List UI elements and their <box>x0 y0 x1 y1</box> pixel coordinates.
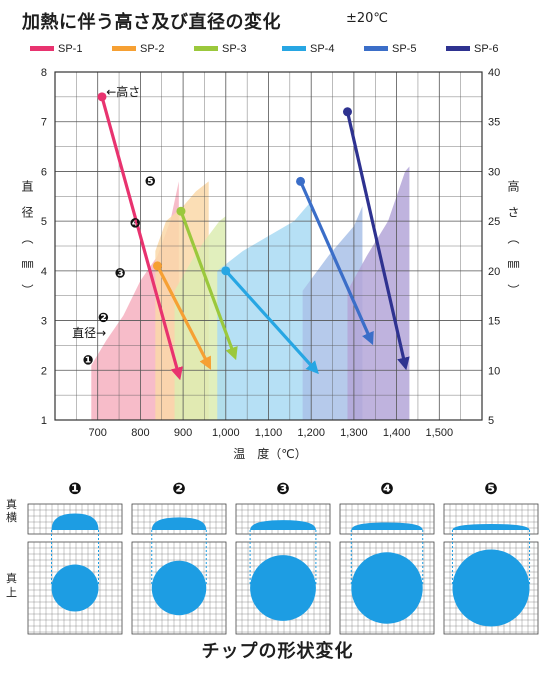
annotation-label: ❹ <box>130 217 141 232</box>
height-start-point-sp-6 <box>342 107 352 117</box>
height-start-point-sp-3 <box>176 206 186 216</box>
top-view-grid <box>443 541 539 635</box>
row-label-side-char: 横 <box>6 510 17 524</box>
top-view-grid <box>235 541 331 635</box>
legend-label-sp-3: SP-3 <box>222 43 246 55</box>
side-view-grid <box>131 503 227 535</box>
x-tick-label: 1,300 <box>340 427 368 439</box>
side-view-grid <box>235 503 331 535</box>
legend-label-sp-5: SP-5 <box>392 43 416 55</box>
chip-side-view <box>351 522 423 530</box>
y-left-tick-label: 8 <box>41 67 47 79</box>
annotation-label: 直径→ <box>72 326 106 340</box>
plot-frame <box>54 71 483 421</box>
top-view-grid <box>131 541 227 635</box>
x-tick-label: 1,200 <box>297 427 325 439</box>
diameter-band-sp-6 <box>347 166 410 420</box>
chart-title: 加熱に伴う高さ及び直径の変化 <box>22 12 281 33</box>
height-start-point-sp-2 <box>152 261 162 271</box>
height-line-sp-3 <box>179 210 238 361</box>
tolerance-label: ±20℃ <box>346 11 389 26</box>
legend-swatch-sp-5 <box>364 46 388 51</box>
legend-swatch-sp-4 <box>282 46 306 51</box>
heating-chart: 700 800 900 1,000 1,100 1,200 1,300 1,400 1,500 1… <box>20 43 520 461</box>
legend-swatch-sp-3 <box>194 46 218 51</box>
legend-label-sp-2: SP-2 <box>140 43 164 55</box>
side-view-grid <box>339 503 435 535</box>
y-right-tick-label: 15 <box>488 316 500 328</box>
y-right-tick-label: 20 <box>488 266 500 278</box>
legend-swatch-sp-2 <box>112 46 136 51</box>
row-label-side-char: 真 <box>6 497 17 511</box>
height-line-sp-1 <box>100 96 183 381</box>
chip-top-view <box>51 564 99 612</box>
y-right-tick-label: 25 <box>488 216 500 228</box>
x-tick-label: 800 <box>131 427 149 439</box>
chip-top-view <box>452 549 530 627</box>
x-tick-label: 1,100 <box>255 427 283 439</box>
chip-side-view <box>250 520 316 530</box>
y-left-tick-label: 7 <box>41 117 47 129</box>
side-view-grid <box>27 503 123 535</box>
y-right-tick-label: 40 <box>488 67 500 79</box>
row-label-top-char: 真 <box>6 571 17 585</box>
y-left-tick-label: 5 <box>41 216 47 228</box>
chip-top-view <box>151 560 207 616</box>
legend-label-sp-6: SP-6 <box>474 43 498 55</box>
x-tick-label: 1,000 <box>212 427 240 439</box>
stage-number-label: ❷ <box>172 479 186 498</box>
legend-label-sp-4: SP-4 <box>310 43 334 55</box>
y-left-tick-label: 2 <box>41 365 47 377</box>
chip-top-view <box>250 555 316 621</box>
y-left-tick-label: 3 <box>41 316 47 328</box>
stage-number-label: ❹ <box>380 479 394 498</box>
stage-number-label: ❺ <box>484 479 498 498</box>
height-start-point-sp-4 <box>221 266 231 276</box>
x-axis-label: 温 度（℃） <box>233 446 306 461</box>
chip-side-view <box>151 517 207 530</box>
y-right-axis-label: 高さ（㎜） <box>506 179 520 310</box>
annotation-label: ←高さ <box>106 84 140 99</box>
x-tick-label: 900 <box>174 427 192 439</box>
height-start-point-sp-5 <box>296 176 306 186</box>
x-tick-label: 1,500 <box>426 427 454 439</box>
x-tick-label: 700 <box>89 427 107 439</box>
y-left-tick-label: 6 <box>41 166 47 178</box>
y-left-tick-label: 1 <box>41 415 47 427</box>
annotation-label: ❸ <box>115 266 126 281</box>
height-start-point-sp-1 <box>97 92 107 102</box>
y-left-tick-label: 4 <box>41 266 47 278</box>
y-right-tick-label: 5 <box>488 415 494 427</box>
footer-caption: チップの形状変化 <box>201 641 354 662</box>
diameter-band-sp-3 <box>174 216 226 420</box>
chip-side-view <box>51 513 99 530</box>
top-view-grid <box>27 541 123 635</box>
annotation-label: ❺ <box>145 174 156 189</box>
y-left-axis-label: 直径（㎜） <box>20 180 34 310</box>
annotation-label: ❷ <box>98 311 109 326</box>
y-right-tick-label: 10 <box>488 365 500 377</box>
chip-side-view <box>452 524 530 530</box>
height-line-sp-2 <box>156 265 212 370</box>
height-line-sp-5 <box>299 180 374 346</box>
stage-number-label: ❸ <box>276 479 290 498</box>
legend-swatch-sp-1 <box>30 46 54 51</box>
height-line-sp-4 <box>224 269 319 375</box>
stage-number-label: ❶ <box>68 479 82 498</box>
y-right-tick-label: 30 <box>488 166 500 178</box>
annotation-label: ❶ <box>83 353 94 368</box>
top-view-grid <box>339 541 435 635</box>
row-label-top-char: 上 <box>6 586 17 599</box>
height-line-sp-6 <box>345 111 410 371</box>
side-view-grid <box>443 503 539 535</box>
diameter-band-sp-4 <box>217 201 312 420</box>
x-tick-label: 1,400 <box>383 427 411 439</box>
legend-label-sp-1: SP-1 <box>58 43 82 55</box>
chip-top-view <box>351 552 423 624</box>
y-right-tick-label: 35 <box>488 117 500 129</box>
legend-swatch-sp-6 <box>446 46 470 51</box>
